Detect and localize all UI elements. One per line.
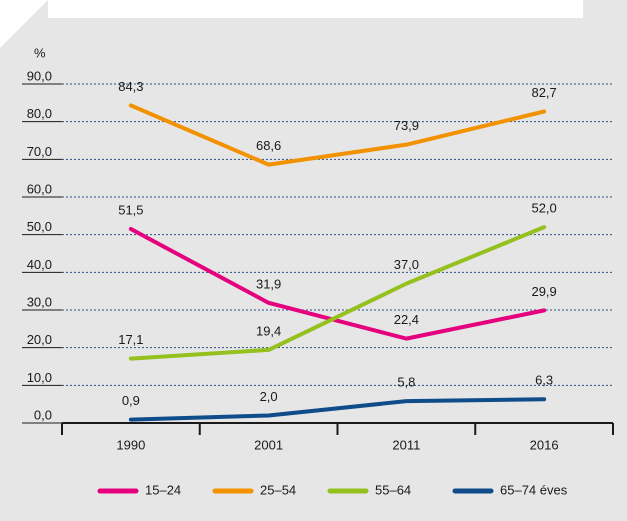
data-label: 51,5 bbox=[118, 202, 143, 217]
x-tick-label: 2001 bbox=[254, 437, 283, 452]
data-label: 5,8 bbox=[397, 375, 415, 390]
data-label: 73,9 bbox=[394, 118, 419, 133]
x-tick-label: 1990 bbox=[116, 437, 145, 452]
data-label: 84,3 bbox=[118, 79, 143, 94]
title-box bbox=[48, 0, 583, 18]
x-tick-label: 2016 bbox=[530, 437, 559, 452]
data-label: 17,1 bbox=[118, 332, 143, 347]
data-label: 2,0 bbox=[260, 389, 278, 404]
y-tick-label: 90,0 bbox=[27, 68, 52, 83]
data-label: 31,9 bbox=[256, 276, 281, 291]
series-line bbox=[128, 103, 547, 167]
y-axis-label: % bbox=[34, 45, 46, 60]
series-line bbox=[128, 225, 547, 361]
data-label: 22,4 bbox=[394, 312, 419, 327]
legend-label: 55–64 bbox=[375, 482, 411, 497]
series-line bbox=[128, 227, 547, 341]
y-tick-label: 30,0 bbox=[27, 294, 52, 309]
data-label: 52,0 bbox=[531, 201, 556, 216]
y-tick-label: 50,0 bbox=[27, 219, 52, 234]
y-tick-label: 70,0 bbox=[27, 144, 52, 159]
y-tick-label: 0,0 bbox=[34, 407, 52, 422]
y-tick-label: 60,0 bbox=[27, 181, 52, 196]
y-tick-label: 10,0 bbox=[27, 370, 52, 385]
data-label: 19,4 bbox=[256, 323, 281, 338]
data-label: 82,7 bbox=[531, 85, 556, 100]
data-label: 37,0 bbox=[394, 257, 419, 272]
y-tick-label: 80,0 bbox=[27, 106, 52, 121]
data-label: 6,3 bbox=[535, 373, 553, 388]
legend-label: 65–74 éves bbox=[500, 482, 568, 497]
y-tick-label: 40,0 bbox=[27, 257, 52, 272]
y-tick-label: 20,0 bbox=[27, 332, 52, 347]
series-line bbox=[128, 397, 547, 422]
legend-label: 15–24 bbox=[145, 482, 181, 497]
legend-label: 25–54 bbox=[260, 482, 296, 497]
data-label: 0,9 bbox=[122, 393, 140, 408]
x-tick-label: 2011 bbox=[392, 437, 420, 452]
data-label: 68,6 bbox=[256, 138, 281, 153]
data-label: 29,9 bbox=[531, 284, 556, 299]
